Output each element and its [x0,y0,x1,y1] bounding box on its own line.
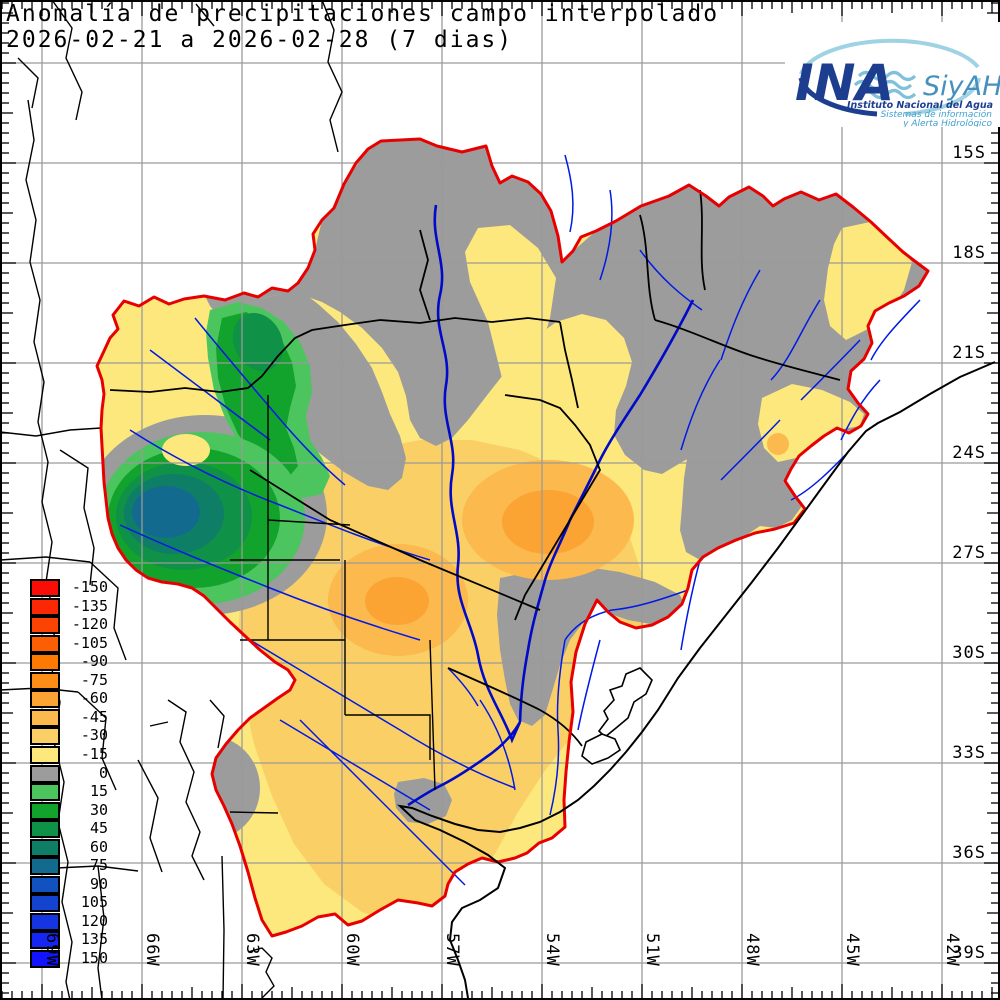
logo-arc-top-icon [799,38,980,75]
legend-item: -105 [30,633,112,653]
legend-value-label: -90 [80,652,108,671]
logo-waves-icon [853,70,917,100]
logo-arc-bottom-left-icon [798,77,878,117]
legend-color-swatch [30,894,60,913]
legend-color-swatch [30,857,60,876]
legend-value-label: 30 [89,800,108,819]
legend-color-swatch [30,931,60,950]
lagoon-outlines [581,667,653,765]
legend-item: -45 [30,707,112,727]
map-title-line1: Anomalía de precipitaciones campo interp… [6,1,720,27]
legend-item: -60 [30,689,112,709]
basin-outline [95,137,930,938]
legend-value-label: 75 [89,856,108,875]
logo-ina-text: INA [795,54,894,112]
legend-value-label: -120 [71,615,108,634]
legend-value-label: 120 [80,911,108,930]
legend-item: 150 [30,949,112,968]
legend-item: 45 [30,819,112,839]
legend-item: -75 [30,670,112,690]
ina-siyah-logo: INA SiyAH Instituto Nacional del Agua Si… [785,22,1000,127]
legend-color-swatch [30,912,60,931]
legend-value-label: -45 [80,707,108,726]
legend-color-swatch [30,597,60,616]
legend-value-label: -105 [71,633,108,652]
legend-item: 0 [30,763,112,783]
legend-color-swatch [30,616,60,635]
legend-color-swatch [30,875,60,894]
legend-color-swatch [30,745,60,764]
legend-item: 105 [30,893,112,913]
legend-item: 135 [30,930,112,950]
logo-arc-bottom-right-icon [904,77,981,116]
legend-color-swatch [30,783,60,802]
legend-color-swatch [30,764,60,783]
legend-item: 90 [30,874,112,894]
legend-item: -150 [30,578,112,597]
logo-subtitle-2: Sistemas de información [881,109,993,120]
legend-value-label: -150 [71,578,108,596]
legend-value-label: -135 [71,596,108,615]
country-borders [109,189,841,747]
legend-color-swatch [30,801,60,820]
legend-item: -15 [30,744,112,764]
logo-siyah-text: SiyAH [923,71,1000,102]
legend-item: -90 [30,652,112,672]
legend-value-label: -30 [80,726,108,745]
legend-value-label: -60 [80,689,108,708]
legend-item: 120 [30,911,112,931]
map-title-line2: 2026-02-21 a 2026-02-28 (7 dias) [6,27,514,53]
legend-item: -120 [30,615,112,635]
legend-value-label: -75 [80,670,108,689]
legend-value-label: 150 [80,949,108,967]
legend-value-label: 0 [98,763,108,782]
legend-color-swatch [30,671,60,690]
legend-value-label: -15 [80,744,108,763]
legend-value-label: 60 [89,837,108,856]
legend-color-swatch [30,838,60,857]
logo-subtitle-3: y Alerta Hidrológico [902,118,992,127]
legend-item: 15 [30,782,112,802]
legend-item: -135 [30,596,112,616]
legend-item: 75 [30,856,112,876]
legend-color-swatch [30,634,60,653]
legend-color-swatch [30,708,60,727]
legend-color-swatch [30,690,60,709]
legend-value-label: 90 [89,874,108,893]
legend: -150 -135 -120 -105 -90 -75 -60 -45 -30 -15 0 15 30 4… [30,578,112,975]
coastline [396,361,996,999]
legend-color-swatch [30,653,60,672]
logo-subtitle-1: Instituto Nacional del Agua [847,100,993,111]
legend-value-label: 15 [89,782,108,801]
legend-color-swatch [30,579,60,597]
legend-value-label: 135 [80,930,108,949]
province-borders [0,0,436,1000]
legend-value-label: 105 [80,893,108,912]
legend-item: 60 [30,837,112,857]
legend-item: 30 [30,800,112,820]
legend-color-swatch [30,820,60,839]
legend-color-swatch [30,950,60,968]
map-title: Anomalía de precipitaciones campo interp… [6,1,719,53]
legend-item: -30 [30,726,112,746]
legend-value-label: 45 [89,819,108,838]
legend-color-swatch [30,727,60,746]
